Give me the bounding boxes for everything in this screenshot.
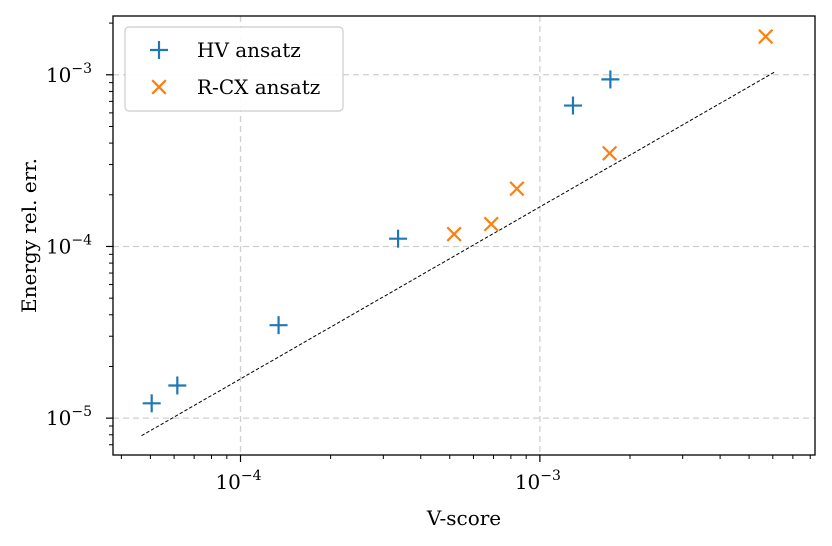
- reference-line: [141, 71, 776, 437]
- y-tick-label: 10−5: [46, 404, 92, 430]
- rcx-ansatz-point: [446, 226, 462, 242]
- x-stroke: [602, 145, 618, 161]
- x-stroke: [483, 216, 499, 232]
- rcx-ansatz-point: [509, 181, 525, 197]
- y-axis-label: Energy rel. err.: [17, 158, 41, 313]
- hv-ansatz-point: [168, 376, 187, 395]
- axis-ticks: 10−4 10−3 10−5 10−4 10−3: [46, 22, 811, 494]
- legend: HV ansatz R-CX ansatz: [124, 26, 344, 112]
- legend-marker-hv-ansatz: [150, 41, 168, 59]
- x-stroke: [151, 79, 167, 95]
- x-stroke: [509, 181, 525, 197]
- y-tick-label: 10−3: [46, 61, 92, 87]
- hv-ansatz-point: [389, 229, 408, 248]
- hv-ansatz-point: [269, 316, 288, 335]
- x-tick-label: 10−4: [215, 468, 261, 494]
- rcx-ansatz-point: [602, 145, 618, 161]
- rcx-ansatz-point: [483, 216, 499, 232]
- plot-frame: [112, 15, 816, 456]
- x-stroke: [446, 226, 462, 242]
- legend-label: R-CX ansatz: [197, 75, 320, 99]
- x-stroke: [758, 28, 774, 45]
- legend-marker-rcx-ansatz: [151, 79, 167, 95]
- hv-ansatz-point: [563, 96, 582, 115]
- x-tick-label: 10−3: [515, 468, 561, 494]
- legend-label: HV ansatz: [197, 38, 301, 62]
- hv-ansatz-point: [142, 394, 161, 413]
- reference-line-layer: [141, 71, 776, 437]
- y-tick-label: 10−4: [46, 232, 92, 258]
- rcx-ansatz-point: [758, 28, 774, 45]
- x-axis-label: V-score: [426, 506, 501, 530]
- legend-box: [124, 26, 344, 112]
- data-series-layer: [142, 28, 774, 413]
- hv-ansatz-point: [601, 70, 620, 89]
